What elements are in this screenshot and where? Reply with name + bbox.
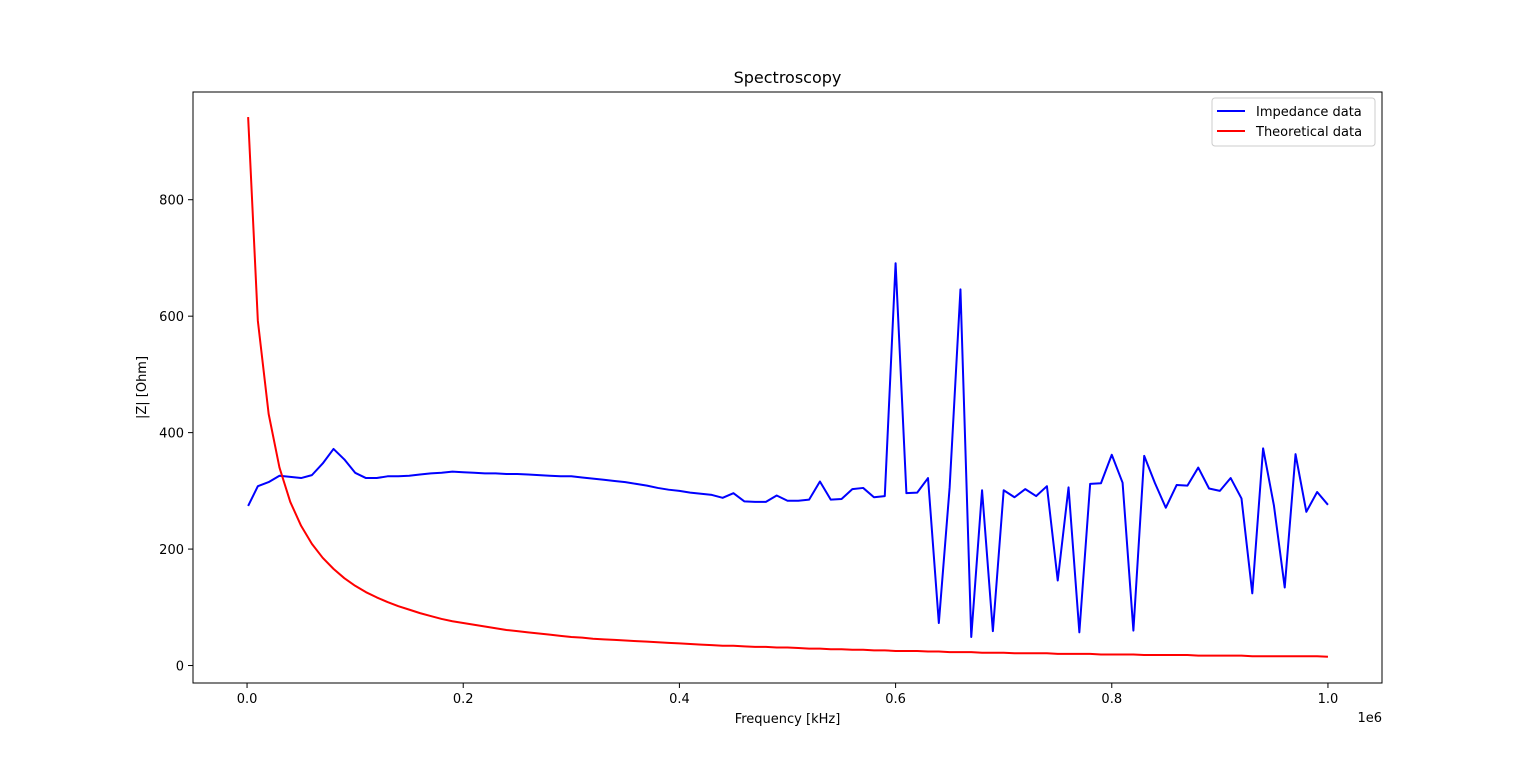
- y-axis: 0 200 400 600 800: [159, 194, 193, 675]
- chart-title: Spectroscopy: [734, 68, 842, 87]
- x-tick-label: 0.2: [453, 692, 474, 707]
- x-tick-label: 1.0: [1318, 692, 1339, 707]
- y-tick-label: 200: [159, 543, 184, 558]
- x-tick-label: 0.8: [1101, 692, 1122, 707]
- legend-label: Theoretical data: [1255, 125, 1362, 140]
- plot-frame: [192, 91, 1383, 684]
- y-tick-label: 800: [159, 194, 184, 209]
- y-tick-label: 400: [159, 427, 184, 442]
- plot-area: [247, 116, 1329, 658]
- x-tick-label: 0.0: [237, 692, 258, 707]
- x-axis-offset-label: 1e6: [1357, 711, 1382, 726]
- legend-label: Impedance data: [1256, 105, 1362, 120]
- legend: Impedance data Theoretical data: [1211, 97, 1376, 147]
- series-line-theoretical-data: [247, 116, 1329, 658]
- series-line-impedance-data: [247, 262, 1329, 638]
- x-axis-label: Frequency [kHz]: [735, 712, 841, 727]
- x-tick-label: 0.4: [669, 692, 690, 707]
- y-tick-label: 600: [159, 310, 184, 325]
- x-tick-label: 0.6: [885, 692, 906, 707]
- x-axis: 0.0 0.2 0.4 0.6 0.8 1.0: [237, 683, 1339, 707]
- y-tick-label: 0: [176, 660, 184, 675]
- legend-box: [1211, 97, 1376, 147]
- y-axis-label: |Z| [Ohm]: [135, 356, 150, 419]
